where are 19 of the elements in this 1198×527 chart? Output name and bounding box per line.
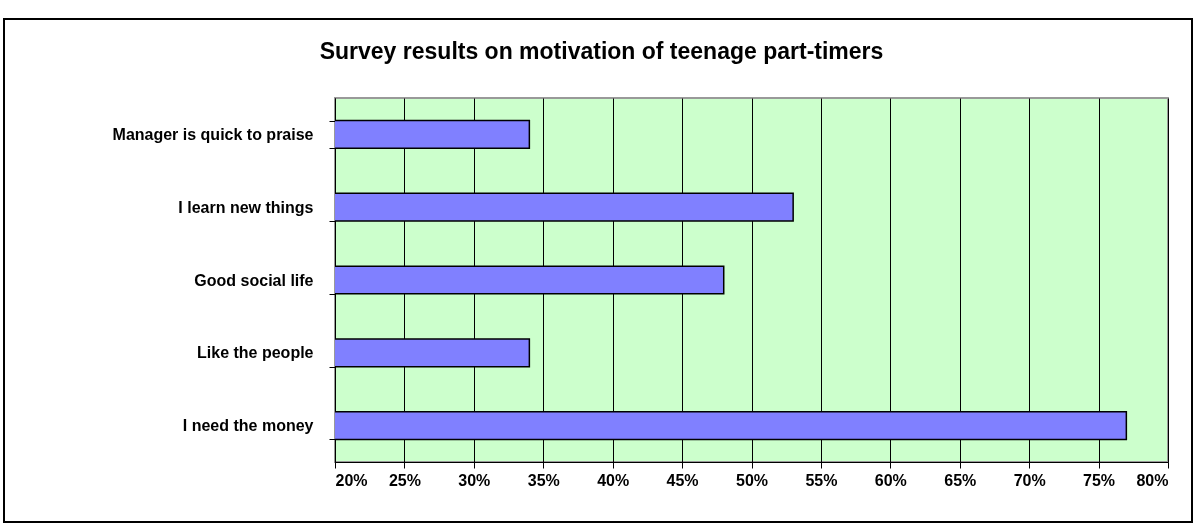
- x-tick-label: 25%: [388, 471, 421, 489]
- x-tick-label: 70%: [1013, 471, 1046, 489]
- y-tick-label: Good social life: [194, 271, 314, 289]
- y-tick-label: Manager is quick to praise: [112, 125, 314, 143]
- x-tick-label: 75%: [1083, 471, 1116, 489]
- x-tick-label: 40%: [597, 471, 630, 489]
- y-tick-label: I need the money: [182, 417, 314, 435]
- chart-title: Survey results on motivation of teenage part-timers: [319, 38, 884, 64]
- y-tick-label: I learn new things: [178, 198, 314, 216]
- x-tick-label: 35%: [527, 471, 560, 489]
- x-tick-label: 60%: [874, 471, 907, 489]
- x-tick-label: 20%: [335, 471, 368, 489]
- x-tick-label: 30%: [458, 471, 491, 489]
- x-tick-label: 50%: [735, 471, 769, 489]
- x-tick-label: 55%: [805, 471, 838, 489]
- x-tick-label: 45%: [666, 471, 699, 489]
- x-tick-label: 65%: [944, 471, 977, 489]
- x-tick-label: 80%: [1136, 471, 1169, 489]
- y-tick-label: Like the people: [197, 344, 314, 362]
